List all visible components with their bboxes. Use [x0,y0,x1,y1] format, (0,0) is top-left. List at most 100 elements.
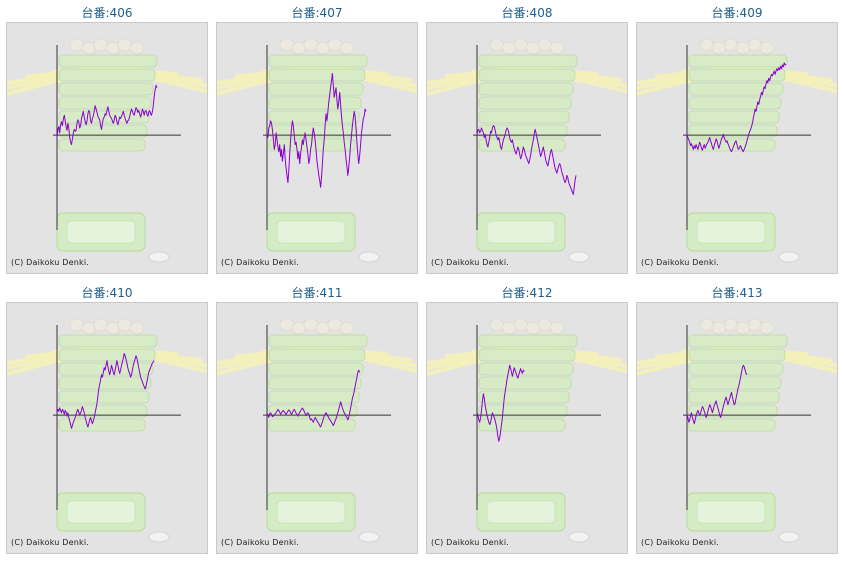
tray-shape [268,362,364,376]
base-tray-inner [486,500,556,524]
medal-shape [549,41,565,55]
base-tray-inner [696,220,766,244]
tray-shape [58,390,150,404]
background-illustration [427,318,627,543]
sunburst-ray [82,66,109,71]
coin-shape [568,251,590,263]
medal-shape [759,41,775,55]
tray-shape [688,348,786,362]
medal-shape [129,321,145,335]
chart-frame: (C) Daikoku Denki. [636,22,838,274]
chart-frame: (C) Daikoku Denki. [6,22,208,274]
tray-shape [58,334,158,348]
copyright-text: (C) Daikoku Denki. [221,538,300,547]
tray-shape [268,54,368,68]
line-chart [637,38,837,263]
line-chart [7,318,207,543]
tray-shape [688,362,784,376]
panel-title: 台番:406 [81,6,133,20]
sunburst-ray [502,66,529,71]
tray-shape [268,110,360,124]
tray-shape [268,82,364,96]
panel-title: 台番:410 [81,286,133,300]
coin-shape [148,531,170,543]
chart-panel-406: 台番:406 (C) Daikoku Denki. [2,0,212,280]
tray-shape [478,362,574,376]
series-line [56,353,155,429]
chart-panel-408: 台番:408 (C) Daikoku Denki. [422,0,632,280]
base-tray-inner [696,500,766,524]
copyright-text: (C) Daikoku Denki. [431,538,510,547]
tray-shape [58,418,146,432]
base-tray-inner [486,220,556,244]
tray-shape [58,138,146,152]
tray-shape [478,334,578,348]
tray-shape [58,348,156,362]
series-line [56,84,158,146]
tray-shape [478,376,572,390]
tray-shape [58,376,152,390]
tray-shape [688,124,778,138]
tray-shape [478,110,570,124]
coin-shape [358,251,380,263]
copyright-text: (C) Daikoku Denki. [11,538,90,547]
copyright-text: (C) Daikoku Denki. [221,258,300,267]
series-line [266,369,361,428]
base-tray-inner [66,220,136,244]
tray-shape [478,404,568,418]
tray-shape [478,68,576,82]
line-chart [427,318,627,543]
line-chart [217,318,417,543]
chart-panel-409: 台番:409 (C) Daikoku Denki. [632,0,842,280]
coin-shape [778,531,800,543]
copyright-text: (C) Daikoku Denki. [11,258,90,267]
sunburst-ray [292,66,319,71]
chart-panel-411: 台番:411 (C) Daikoku Denki. [212,280,422,560]
copyright-text: (C) Daikoku Denki. [431,258,510,267]
tray-shape [268,334,368,348]
sunburst-ray [82,346,109,351]
tray-shape [268,348,366,362]
chart-frame: (C) Daikoku Denki. [6,302,208,554]
line-chart [427,38,627,263]
chart-frame: (C) Daikoku Denki. [426,302,628,554]
background-illustration [637,38,837,263]
tray-shape [478,82,574,96]
medal-shape [339,321,355,335]
tray-shape [688,110,780,124]
series-line [476,364,525,442]
medal-shape [339,41,355,55]
tray-shape [58,96,152,110]
base-tray-inner [66,500,136,524]
tray-shape [688,96,782,110]
tray-shape [58,82,154,96]
background-illustration [427,38,627,263]
tray-shape [58,54,158,68]
tray-shape [268,68,366,82]
sunburst-ray [712,346,739,351]
medal-shape [129,41,145,55]
base-tray-inner [276,500,346,524]
coin-shape [358,531,380,543]
copyright-text: (C) Daikoku Denki. [641,538,720,547]
series-line [686,62,787,153]
panel-title: 台番:408 [501,6,553,20]
tray-shape [268,376,362,390]
background-illustration [217,38,417,263]
chart-frame: (C) Daikoku Denki. [426,22,628,274]
tray-shape [268,96,362,110]
tray-shape [688,390,780,404]
series-line [266,73,367,188]
line-chart [637,318,837,543]
line-chart [217,38,417,263]
copyright-text: (C) Daikoku Denki. [641,258,720,267]
tray-shape [688,376,782,390]
tray-shape [688,82,784,96]
tray-shape [688,54,788,68]
chart-panel-407: 台番:407 (C) Daikoku Denki. [212,0,422,280]
sunburst-ray [712,66,739,71]
tray-shape [478,348,576,362]
panel-title: 台番:412 [501,286,553,300]
chart-panel-413: 台番:413 (C) Daikoku Denki. [632,280,842,560]
chart-frame: (C) Daikoku Denki. [216,302,418,554]
